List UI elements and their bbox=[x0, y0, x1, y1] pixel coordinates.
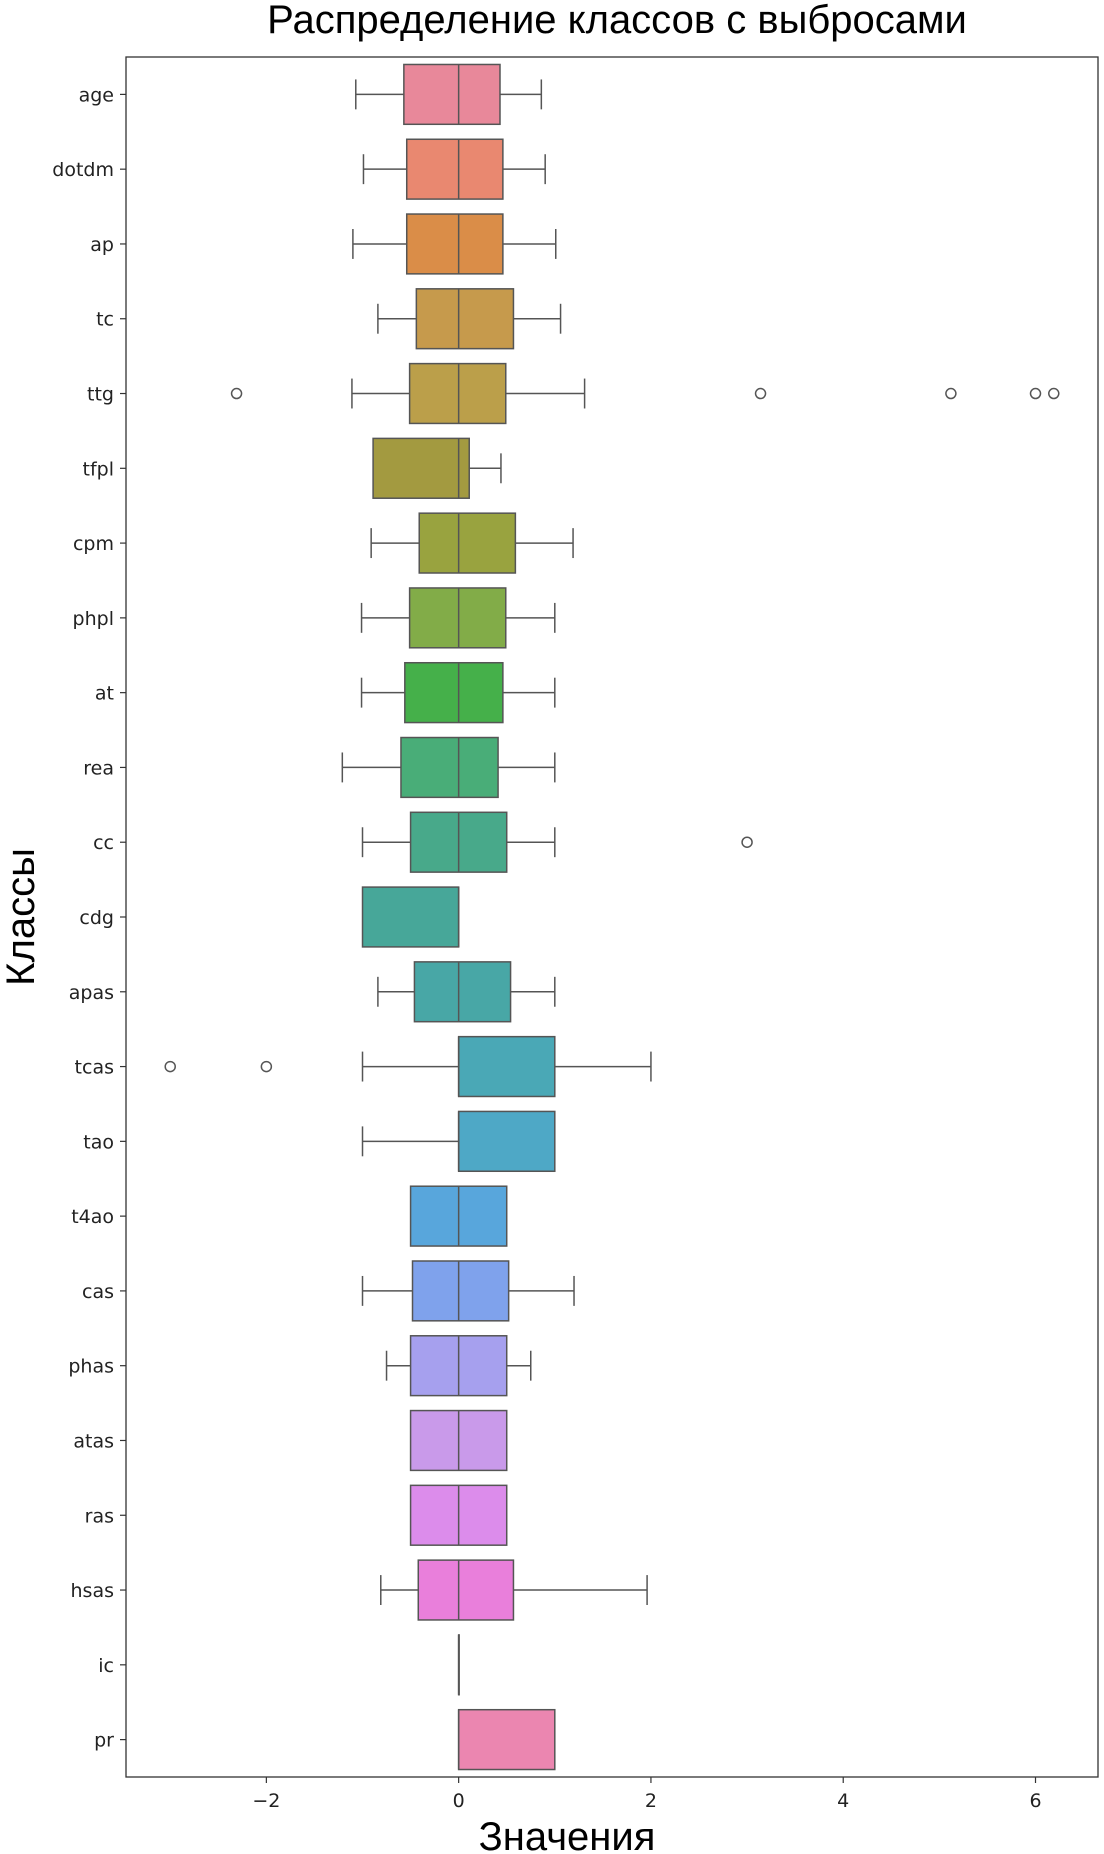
box-age bbox=[403, 63, 501, 126]
y-tick-label-cas: cas bbox=[82, 1281, 114, 1303]
y-tick-label-rea: rea bbox=[83, 757, 114, 779]
chart-title: Распределение классов с выбросами bbox=[267, 0, 967, 42]
y-tick-label-tc: tc bbox=[96, 309, 114, 331]
outlier-point bbox=[230, 387, 243, 400]
outlier-point bbox=[164, 1060, 176, 1073]
box-at bbox=[404, 661, 504, 724]
y-tick-label-apas: apas bbox=[69, 982, 114, 1004]
outlier-point bbox=[945, 387, 957, 400]
y-tick-label-tao: tao bbox=[83, 1131, 114, 1153]
box-dotdm bbox=[405, 138, 504, 200]
y-tick-label-phas: phas bbox=[68, 1356, 114, 1378]
y-tick-label-cpm: cpm bbox=[73, 533, 114, 555]
box-pr bbox=[457, 1708, 556, 1771]
x-tick-label: 6 bbox=[1029, 1790, 1041, 1812]
outlier-point bbox=[1048, 387, 1060, 400]
y-tick-label-at: at bbox=[95, 683, 114, 705]
box-phpl bbox=[408, 587, 507, 649]
x-tick-label: 0 bbox=[453, 1790, 465, 1812]
y-tick-label-phpl: phpl bbox=[73, 608, 114, 630]
y-tick-label-cdg: cdg bbox=[79, 907, 114, 929]
box-hsas bbox=[417, 1559, 515, 1621]
y-tick-label-tcas: tcas bbox=[75, 1057, 114, 1079]
box-ap bbox=[405, 213, 504, 275]
y-tick-label-pr: pr bbox=[94, 1730, 114, 1752]
box-apas bbox=[413, 961, 512, 1023]
outlier-point bbox=[741, 836, 753, 848]
x-axis-label: Значения bbox=[479, 1815, 656, 1854]
y-axis-label: Классы bbox=[0, 848, 43, 986]
y-tick-label-tfpl: tfpl bbox=[83, 458, 114, 480]
y-tick-label-hsas: hsas bbox=[71, 1580, 114, 1602]
y-tick-label-ttg: ttg bbox=[87, 384, 114, 406]
box-cas bbox=[411, 1260, 510, 1322]
y-tick-label-ap: ap bbox=[90, 234, 114, 256]
box-tfpl bbox=[372, 437, 470, 499]
plot-frame bbox=[125, 56, 1099, 1778]
y-tick-label-atas: atas bbox=[73, 1430, 114, 1452]
x-tick-label: 2 bbox=[645, 1790, 657, 1812]
outlier-point bbox=[754, 387, 767, 400]
y-tick-label-ic: ic bbox=[98, 1655, 114, 1677]
box-tcas bbox=[457, 1035, 556, 1098]
x-tick-label: 4 bbox=[837, 1790, 849, 1812]
box-rea bbox=[400, 736, 499, 799]
y-tick-label-age: age bbox=[79, 84, 114, 106]
y-tick-label-ras: ras bbox=[85, 1505, 114, 1527]
y-tick-label-t4ao: t4ao bbox=[71, 1206, 114, 1228]
box-cdg bbox=[361, 886, 460, 948]
x-tick-label: −2 bbox=[252, 1790, 280, 1812]
y-tick-label-cc: cc bbox=[93, 832, 114, 854]
outlier-point bbox=[1029, 387, 1042, 400]
outlier-point bbox=[260, 1060, 273, 1073]
box-tc bbox=[415, 288, 515, 350]
box-tao bbox=[457, 1110, 556, 1173]
box-ttg bbox=[408, 362, 507, 425]
y-tick-label-dotdm: dotdm bbox=[52, 159, 114, 181]
box-cpm bbox=[418, 512, 517, 574]
